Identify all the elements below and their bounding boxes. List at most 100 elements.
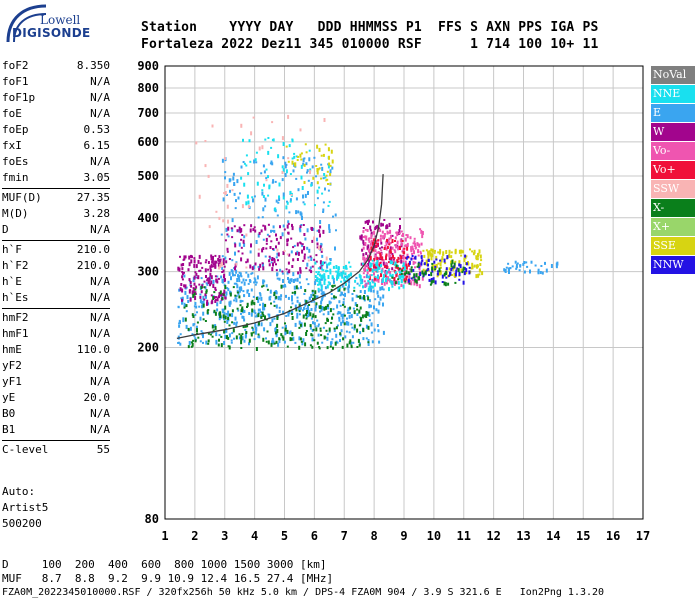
echo-point (315, 327, 318, 332)
echo-point (350, 344, 353, 347)
echo-point (265, 284, 268, 288)
echo-point (222, 269, 225, 273)
echo-point (372, 247, 375, 252)
echo-point (384, 244, 387, 249)
echo-point (289, 191, 292, 195)
echo-point (299, 269, 302, 274)
echo-point (329, 301, 332, 304)
param-name: hmF2 (2, 311, 29, 324)
echo-point (210, 263, 213, 268)
echo-point (278, 195, 280, 199)
echo-point (198, 254, 201, 259)
echo-point (238, 295, 241, 299)
echo-point (419, 250, 422, 253)
echo-point (207, 342, 210, 345)
echo-point (304, 193, 307, 198)
param-value: N/A (90, 327, 110, 340)
echo-point (235, 269, 238, 274)
echo-point (319, 279, 322, 281)
echo-point (192, 315, 195, 318)
echo-point (281, 272, 284, 275)
echo-point (187, 327, 190, 331)
echo-point (388, 287, 390, 292)
echo-point (181, 278, 184, 281)
echo-point (388, 222, 391, 227)
echo-point (258, 292, 261, 295)
echo-point (431, 268, 434, 273)
echo-point (249, 160, 252, 163)
echo-point (382, 259, 385, 262)
echo-point (375, 245, 378, 248)
echo-point (183, 284, 186, 288)
echo-point (199, 299, 202, 304)
echo-point (224, 285, 227, 290)
echo-point (252, 116, 255, 119)
echo-point (328, 224, 331, 229)
echo-point (325, 179, 328, 182)
echo-point (338, 300, 341, 304)
echo-point (226, 250, 229, 253)
echo-point (344, 283, 347, 286)
echo-point (227, 280, 230, 284)
echo-point (284, 161, 287, 165)
echo-point (359, 275, 362, 280)
echo-point (310, 333, 313, 337)
x-axis-ticks: 1 2 3 4 5 6 7 8 9 10 11 12 13 14 15 16 17 (161, 529, 650, 543)
echo-point (332, 276, 334, 279)
echo-point (194, 302, 197, 305)
echo-point (211, 299, 214, 304)
legend-item-nne: NNE (651, 85, 695, 103)
echo-point (376, 324, 379, 327)
echo-point (302, 314, 305, 319)
echo-point (276, 329, 279, 333)
echo-point (227, 317, 230, 320)
echo-point (251, 308, 254, 313)
echo-point (314, 204, 316, 207)
echo-point (233, 225, 236, 228)
echo-point (377, 239, 380, 242)
echo-point (282, 196, 285, 200)
echo-point (369, 264, 372, 269)
echo-point (327, 164, 330, 169)
echo-point (370, 234, 373, 238)
echo-point (390, 275, 393, 277)
echo-point (282, 156, 285, 160)
echo-point (239, 192, 241, 195)
echo-point (402, 265, 405, 269)
echo-point (328, 229, 331, 233)
echo-point (240, 246, 243, 249)
echo-point (313, 156, 316, 159)
echo-point (342, 337, 345, 341)
param-row: foF2 8.350 (2, 58, 110, 74)
echo-point (458, 272, 461, 276)
echo-point (377, 294, 380, 298)
echo-point (186, 295, 189, 300)
param-name: foF1 (2, 75, 29, 88)
echo-point (359, 282, 362, 285)
echo-point (366, 311, 369, 316)
echo-point (263, 306, 266, 311)
echo-point (404, 244, 407, 247)
echo-point (218, 255, 221, 259)
param-value: 0.53 (83, 123, 111, 136)
echo-point (430, 278, 433, 282)
echo-point (290, 312, 293, 315)
echo-point (273, 292, 276, 296)
echo-point (232, 172, 235, 176)
params-separator (2, 440, 110, 441)
echo-point (269, 289, 272, 294)
echo-point (405, 276, 408, 281)
echo-point (326, 304, 329, 308)
echo-point (394, 281, 397, 285)
echo-point (341, 345, 344, 349)
echo-point (223, 317, 225, 321)
echo-point (236, 278, 239, 282)
echo-point (348, 331, 351, 334)
echo-point (341, 284, 344, 288)
echo-point (318, 147, 321, 152)
echo-point (418, 267, 421, 271)
echo-point (303, 203, 306, 206)
echo-point (411, 255, 414, 257)
echo-point (427, 258, 430, 262)
echo-point (294, 162, 297, 167)
